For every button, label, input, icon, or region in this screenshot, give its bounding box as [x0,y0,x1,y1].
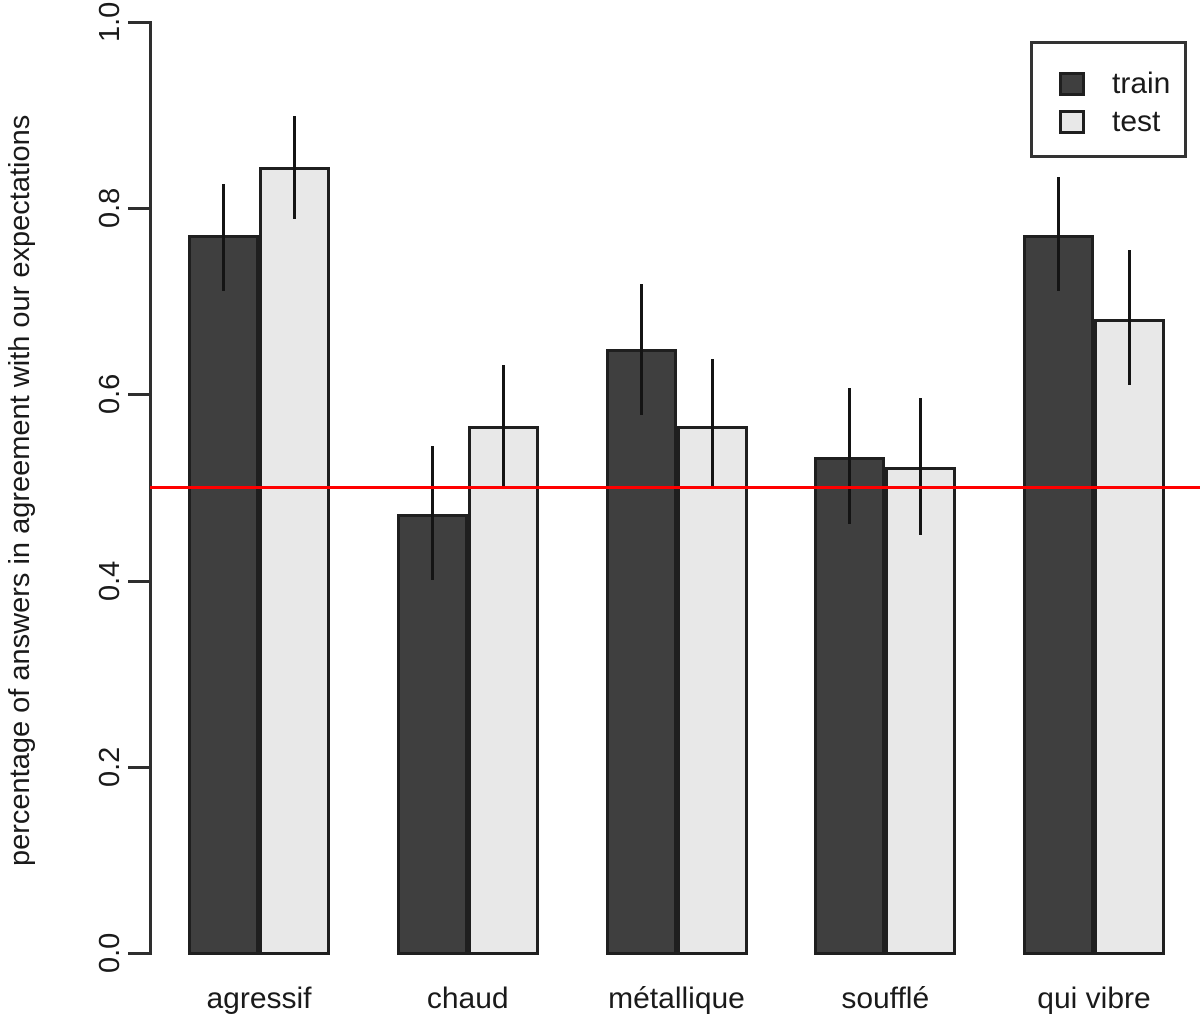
legend-label-test: test [1112,105,1161,138]
error-bar-train-4 [1057,177,1060,291]
bar-train-1 [396,514,468,955]
bar-train-0 [188,235,259,955]
legend-label-train: train [1112,67,1171,100]
y-tick [128,393,150,397]
bar-test-2 [676,425,748,955]
y-tick [128,207,150,211]
bar-test-4 [1094,318,1165,955]
x-category-label-0: agressif [206,982,312,1015]
y-tick [128,765,150,769]
error-bar-train-2 [639,284,643,415]
x-category-label-2: métallique [608,982,745,1015]
y-tick-label: 0.0 [94,932,126,974]
y-tick-label: 0.4 [94,560,126,601]
y-axis-label: percentage of answers in agreement with … [4,114,36,866]
x-category-label-1: chaud [426,982,509,1015]
y-tick-label: 0.6 [94,374,126,415]
error-bar-test-0 [293,115,296,220]
legend-entry-train: train [1059,67,1171,100]
legend-swatch-test [1059,110,1085,134]
error-bar-test-1 [501,365,505,487]
error-bar-test-3 [919,398,923,535]
y-tick [128,952,150,955]
bar-test-0 [259,167,330,955]
y-tick-label: 0.8 [94,188,126,229]
bar-train-3 [814,456,886,955]
bar-train-2 [605,348,677,955]
y-tick-label: 1.0 [94,1,126,43]
error-bar-train-3 [848,387,852,524]
legend-swatch-train [1059,72,1085,96]
bar-test-1 [467,425,539,955]
error-bar-train-1 [430,446,434,580]
legend: train test [1030,41,1187,158]
bar-test-3 [885,466,957,955]
y-tick-label: 0.2 [94,746,126,787]
y-tick [128,579,150,583]
error-bar-test-4 [1128,250,1131,385]
y-tick [128,21,150,24]
error-bar-train-0 [222,183,225,291]
reference-line [150,485,1200,489]
legend-entry-test: test [1059,105,1161,138]
x-category-label-4: qui vibre [1037,982,1151,1015]
error-bar-test-2 [710,358,714,487]
x-category-label-3: soufflé [841,982,930,1015]
bar-train-4 [1023,235,1094,955]
